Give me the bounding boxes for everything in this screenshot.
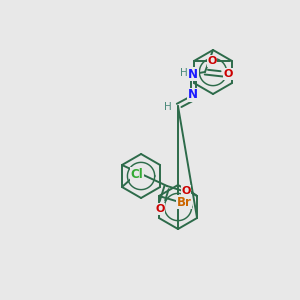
Text: O: O [207, 56, 217, 66]
Text: Br: Br [176, 196, 191, 208]
Text: H: H [164, 102, 172, 112]
Text: O: O [223, 69, 233, 79]
Text: H: H [180, 68, 188, 78]
Text: O: O [155, 204, 165, 214]
Text: N: N [188, 68, 198, 80]
Text: Cl: Cl [130, 167, 143, 181]
Text: N: N [188, 88, 198, 101]
Text: O: O [182, 186, 191, 196]
